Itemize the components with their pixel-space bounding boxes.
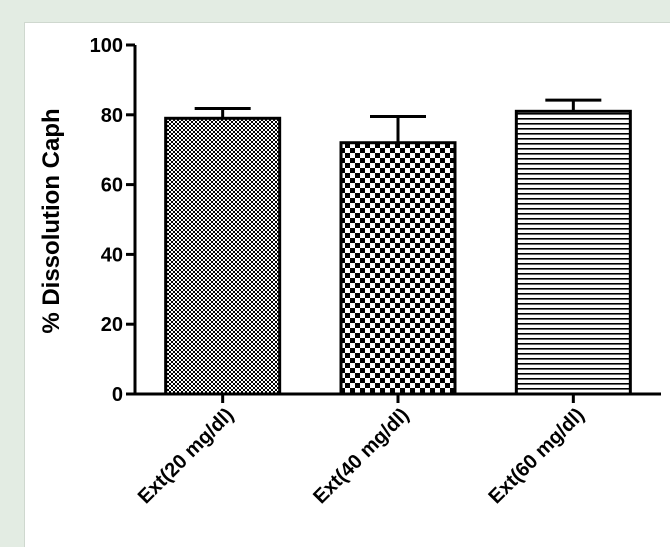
y-axis-title: % Dissolution Caph <box>38 108 65 333</box>
y-tick-label: 0 <box>112 384 123 406</box>
bar <box>164 116 282 396</box>
y-tick-label: 40 <box>101 244 123 266</box>
y-tick-label: 20 <box>101 314 123 336</box>
x-axis: Ext(20 mg/dl) Ext(40 mg/dl) Ext(60 mg/dl) <box>126 392 661 508</box>
y-tick-label: 60 <box>101 175 123 197</box>
y-tick-label: 100 <box>90 35 123 57</box>
bars <box>164 98 632 396</box>
bar-chart: % Dissolution Caph 0 20 40 60 80 100 Ext(20 m… <box>38 35 661 508</box>
y-tick-label: 80 <box>101 105 123 127</box>
bar <box>514 109 632 396</box>
x-category-label: Ext(60 mg/dl) <box>485 404 589 508</box>
chart-frame: % Dissolution Caph 0 20 40 60 80 100 Ext(20 m… <box>24 22 670 547</box>
x-category-label: Ext(40 mg/dl) <box>309 404 413 508</box>
y-axis: 0 20 40 60 80 100 <box>90 35 137 406</box>
bar <box>339 141 457 396</box>
x-category-label: Ext(20 mg/dl) <box>134 404 238 508</box>
